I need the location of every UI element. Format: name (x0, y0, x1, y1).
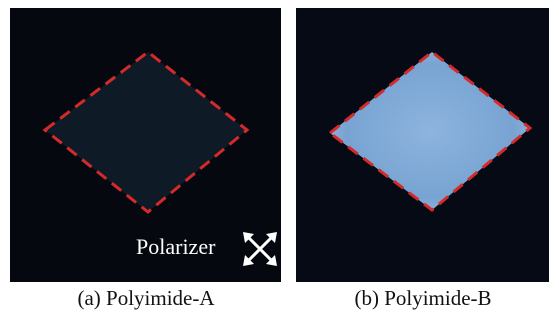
panel-b: (b) Polyimide-B (296, 8, 549, 310)
page: Polarizer (a) Polyimide-A (b) Polyimide-… (0, 0, 559, 321)
caption-a: (a) Polyimide-A (77, 286, 215, 310)
figure: Polarizer (a) Polyimide-A (b) Polyimide-… (0, 0, 559, 321)
polarizer-label: Polarizer (136, 234, 216, 259)
caption-b: (b) Polyimide-B (354, 286, 491, 310)
panel-a: Polarizer (a) Polyimide-A (10, 8, 281, 310)
